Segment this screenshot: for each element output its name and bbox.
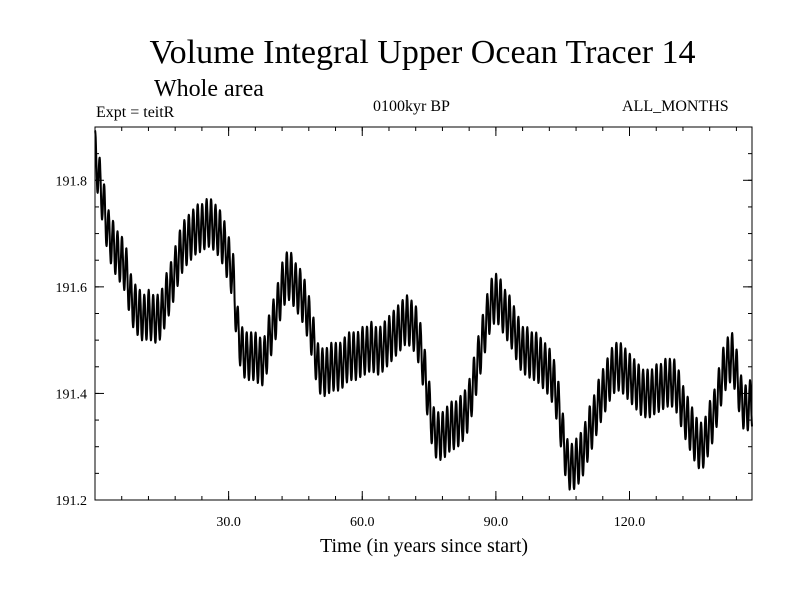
x-axis-label: Time (in years since start) (319, 535, 529, 557)
months-label: ALL_MONTHS (622, 98, 729, 115)
chart-title: Volume Integral Upper Ocean Tracer 14 (149, 34, 696, 71)
y-tick-label: 191.4 (56, 387, 88, 402)
y-tick-label: 191.2 (56, 494, 88, 509)
x-tick-label: 60.0 (350, 515, 375, 530)
x-tick-label: 30.0 (216, 515, 241, 530)
y-tick-label: 191.8 (56, 174, 88, 189)
x-tick-label: 90.0 (484, 515, 509, 530)
plot-frame (94, 126, 753, 501)
y-tick-label: 191.6 (56, 281, 88, 296)
chart-subtitle: Whole area (154, 76, 264, 102)
experiment-label: Expt = teitR (96, 104, 175, 121)
series-line (94, 130, 753, 491)
period-label: 0100kyr BP (373, 98, 450, 115)
x-tick-label: 120.0 (614, 515, 646, 530)
